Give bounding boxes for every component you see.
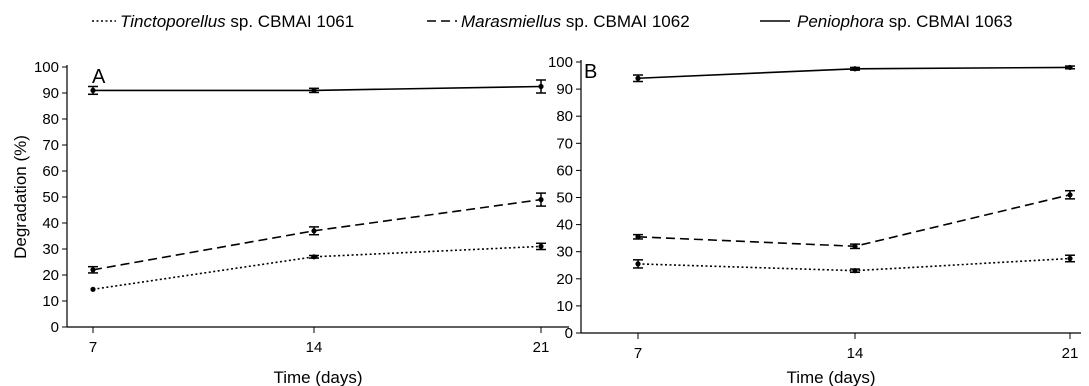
- y-tick-label: 0: [51, 319, 59, 336]
- data-point: [538, 197, 544, 203]
- y-tick-label: 20: [42, 267, 59, 284]
- y-tick-label: 50: [556, 190, 573, 207]
- y-tick-label: 80: [556, 108, 573, 125]
- x-tick-label: 21: [1062, 345, 1079, 362]
- chart-panel-B: 0 10 20 30 40 50 60 70 80 90 100 7 14 21 Time (days) B: [548, 54, 1081, 386]
- series-solid: [88, 79, 546, 96]
- data-point: [311, 254, 317, 260]
- y-tick-label: 40: [42, 215, 59, 232]
- data-point: [311, 87, 317, 93]
- x-tick-label: 14: [306, 339, 323, 356]
- legend-genus: Marasmiellus: [461, 12, 562, 31]
- x-tick-label: 7: [634, 345, 642, 362]
- y-tick-label: 50: [42, 189, 59, 206]
- y-tick-label: 90: [42, 85, 59, 102]
- y-tick-label: 40: [556, 217, 573, 234]
- y-tick-label: 30: [42, 241, 59, 258]
- data-point: [1067, 255, 1073, 262]
- chart-panel-A: 0 10 20 30 40 50 60 70 80 90 100 7 14 21 Time (days) De…: [11, 59, 569, 386]
- data-point: [1067, 192, 1073, 198]
- y-tick-label: 100: [34, 59, 59, 76]
- y-tick-label: 100: [548, 54, 573, 71]
- data-point: [90, 267, 96, 273]
- y-tick-label: 20: [556, 271, 573, 288]
- y-tick-label: 70: [42, 137, 59, 154]
- x-tick-label: 7: [89, 339, 97, 356]
- legend-genus: Peniophora: [797, 12, 884, 31]
- data-point: [90, 87, 96, 93]
- x-tick-label: 14: [847, 345, 864, 362]
- y-tick-label: 90: [556, 81, 573, 98]
- series-solid: [633, 64, 1075, 83]
- legend-entry: Marasmiellus sp. CBMAI 1062: [427, 12, 690, 31]
- legend-suffix: sp. CBMAI 1063: [884, 12, 1013, 31]
- y-tick-label: 30: [556, 244, 573, 261]
- panel-label: B: [584, 61, 597, 83]
- data-point: [852, 66, 858, 72]
- data-point: [90, 286, 96, 292]
- data-point: [635, 75, 641, 81]
- y-tick-label: 60: [42, 163, 59, 180]
- y-tick-label: 10: [556, 298, 573, 315]
- series-dashed: [88, 192, 546, 274]
- series-dotted: [90, 242, 546, 292]
- y-tick-label: 70: [556, 135, 573, 152]
- x-axis-title: Time (days): [786, 368, 875, 386]
- data-point: [635, 234, 641, 240]
- data-point: [852, 243, 858, 249]
- series-dashed: [633, 189, 1075, 250]
- legend-suffix: sp. CBMAI 1061: [226, 12, 355, 31]
- data-point: [538, 83, 544, 90]
- legend-label: Marasmiellus sp. CBMAI 1062: [461, 12, 690, 31]
- series-line: [637, 194, 1071, 248]
- y-tick-label: 0: [565, 325, 573, 342]
- panel-label: A: [92, 66, 106, 88]
- data-point: [852, 268, 858, 274]
- legend-entry: Tinctoporellus sp. CBMAI 1061: [92, 12, 354, 31]
- data-point: [1067, 64, 1073, 71]
- legend-label: Peniophora sp. CBMAI 1063: [797, 12, 1012, 31]
- legend-entry: Peniophora sp. CBMAI 1063: [760, 12, 1012, 31]
- y-tick-label: 60: [556, 162, 573, 179]
- y-axis-title: Degradation (%): [11, 135, 30, 259]
- x-axis-title: Time (days): [273, 368, 362, 386]
- series-dotted: [633, 254, 1075, 274]
- y-tick-label: 80: [42, 111, 59, 128]
- data-point: [538, 243, 544, 249]
- legend-genus: Tinctoporellus: [120, 12, 226, 31]
- legend: Tinctoporellus sp. CBMAI 1061 Marasmiellu…: [92, 12, 1012, 31]
- data-point: [635, 261, 641, 267]
- legend-suffix: sp. CBMAI 1062: [561, 12, 690, 31]
- legend-label: Tinctoporellus sp. CBMAI 1061: [120, 12, 354, 31]
- y-tick-label: 10: [42, 293, 59, 310]
- data-point: [311, 228, 317, 234]
- series-line: [92, 245, 542, 291]
- x-tick-label: 21: [533, 339, 550, 356]
